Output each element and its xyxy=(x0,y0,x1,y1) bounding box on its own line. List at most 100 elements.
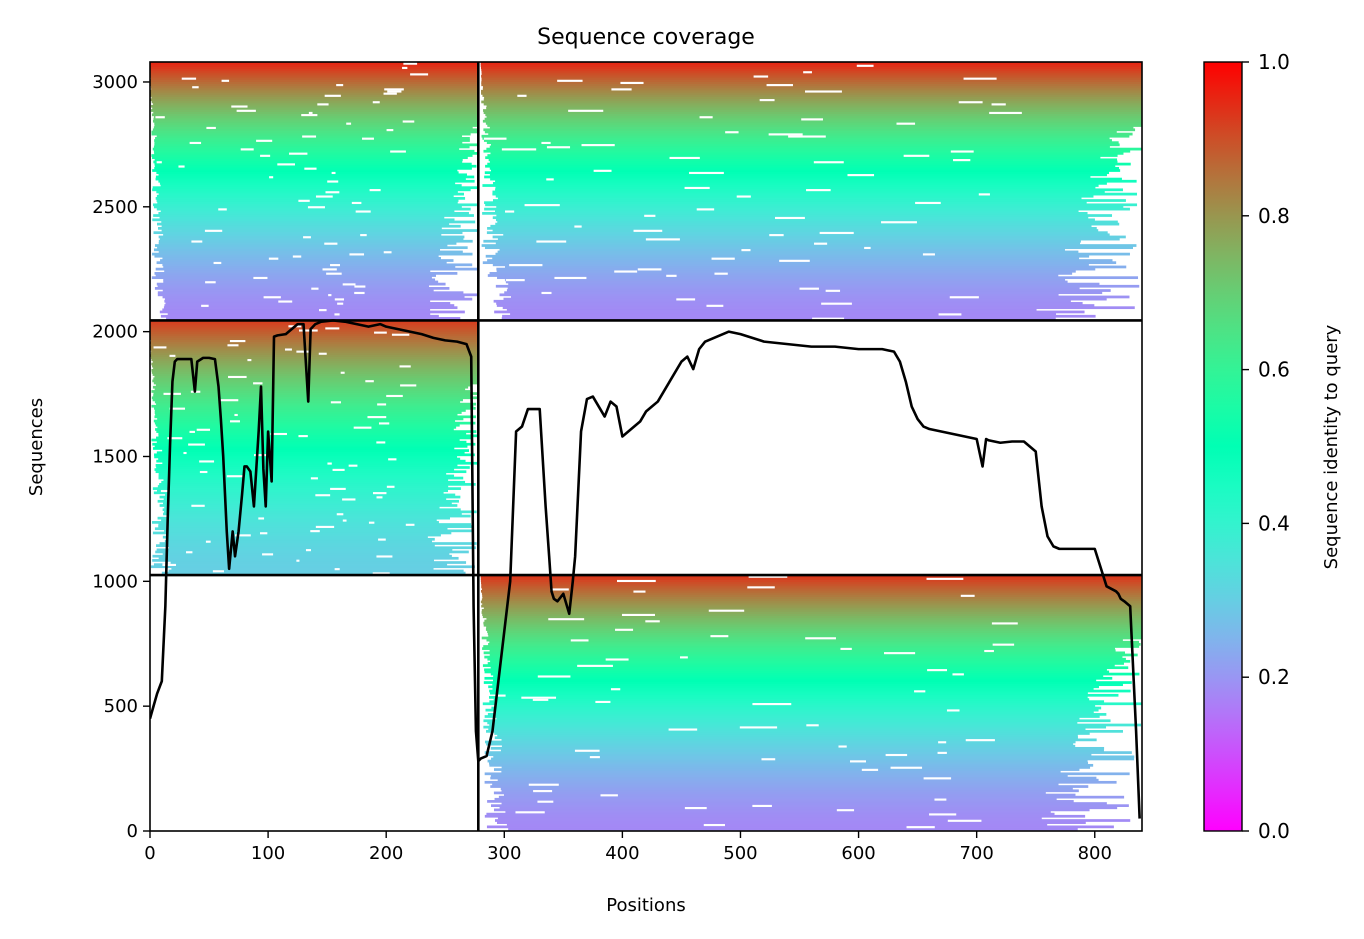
msa-row xyxy=(170,561,467,564)
msa-row xyxy=(484,175,1091,179)
msa-row xyxy=(155,175,475,179)
y-tick-label: 0 xyxy=(127,821,138,842)
msa-row xyxy=(163,502,452,505)
msa-gap xyxy=(204,229,223,232)
msa-row xyxy=(494,797,1057,801)
msa-row xyxy=(481,592,1142,595)
msa-row xyxy=(150,70,479,74)
msa-row xyxy=(500,749,1104,752)
msa-gap xyxy=(621,613,655,616)
msa-gap xyxy=(305,548,311,552)
msa-gap xyxy=(752,702,792,706)
y-tick-label: 3000 xyxy=(92,72,138,93)
msa-row xyxy=(151,104,479,108)
msa-gap xyxy=(689,171,724,175)
msa-gap xyxy=(805,636,836,640)
msa-gap xyxy=(813,160,844,164)
msa-gap xyxy=(861,768,879,771)
msa-row xyxy=(150,341,479,345)
msa-gap xyxy=(696,207,715,211)
msa-row xyxy=(495,194,1094,198)
msa-row xyxy=(480,64,1142,67)
msa-gap xyxy=(278,299,293,303)
msa-row xyxy=(152,379,479,383)
msa-row xyxy=(481,100,1142,104)
msa-gap xyxy=(614,269,638,273)
msa-block-3 xyxy=(150,320,479,575)
msa-row xyxy=(487,662,1124,665)
msa-row xyxy=(153,377,479,381)
msa-row xyxy=(150,343,479,347)
msa-row xyxy=(155,267,479,271)
msa-row xyxy=(490,776,1097,780)
msa-row xyxy=(489,167,1120,170)
msa-gap xyxy=(299,328,318,332)
msa-gap xyxy=(605,657,629,661)
msa-gap xyxy=(330,400,341,404)
msa-gap xyxy=(156,160,162,164)
msa-row xyxy=(153,491,444,495)
msa-gap xyxy=(334,567,340,571)
x-tick-label: 200 xyxy=(369,843,403,864)
msa-row xyxy=(480,600,1142,604)
msa-row xyxy=(157,516,450,520)
y-axis-label: Sequences xyxy=(26,398,47,496)
msa-row xyxy=(486,638,1123,642)
msa-row xyxy=(162,308,431,312)
msa-row xyxy=(492,192,1138,196)
x-tick-label: 800 xyxy=(1078,843,1112,864)
msa-gap xyxy=(220,398,239,402)
msa-gap xyxy=(595,700,611,704)
msa-gap xyxy=(812,317,845,320)
msa-row xyxy=(154,152,478,155)
msa-row xyxy=(484,201,1087,205)
msa-row xyxy=(157,426,457,429)
msa-gap xyxy=(915,201,941,205)
msa-gap xyxy=(515,810,545,814)
msa-gap xyxy=(768,132,803,136)
msa-row xyxy=(505,280,1068,284)
msa-row xyxy=(151,154,473,157)
msa-row xyxy=(151,404,474,408)
msa-gap xyxy=(536,239,567,243)
msa-row xyxy=(158,457,461,461)
msa-row xyxy=(485,164,1116,168)
msa-gap xyxy=(505,209,515,213)
msa-gap xyxy=(167,436,183,440)
msa-row xyxy=(153,214,474,217)
msa-gap xyxy=(533,789,553,793)
msa-gap xyxy=(354,291,365,295)
msa-row xyxy=(492,182,1107,185)
msa-gap xyxy=(952,672,964,676)
msa-row xyxy=(164,506,440,509)
msa-row xyxy=(163,512,462,516)
msa-row xyxy=(152,554,452,558)
msa-row xyxy=(153,366,479,370)
msa-row xyxy=(483,239,1081,243)
msa-gap xyxy=(699,115,713,119)
msa-gap xyxy=(327,179,339,183)
msa-row xyxy=(150,89,479,93)
msa-gap xyxy=(799,287,819,290)
msa-gap xyxy=(284,347,292,351)
msa-row xyxy=(481,587,1142,591)
msa-gap xyxy=(711,257,735,260)
msa-row xyxy=(500,787,1073,791)
msa-row xyxy=(155,423,460,427)
msa-row xyxy=(157,293,478,297)
msa-row xyxy=(153,126,473,130)
msa-row xyxy=(493,299,1071,303)
msa-gap xyxy=(714,272,728,275)
msa-row xyxy=(508,282,1100,286)
msa-gap xyxy=(340,371,345,374)
msa-row xyxy=(501,317,1056,320)
msa-row xyxy=(497,734,1078,737)
msa-row xyxy=(156,190,458,194)
msa-row xyxy=(496,304,1095,307)
msa-gap xyxy=(346,122,352,125)
msa-row xyxy=(497,778,1099,782)
msa-row xyxy=(153,248,441,252)
msa-row xyxy=(482,85,1142,89)
msa-row xyxy=(164,540,432,543)
msa-row xyxy=(485,708,1099,712)
